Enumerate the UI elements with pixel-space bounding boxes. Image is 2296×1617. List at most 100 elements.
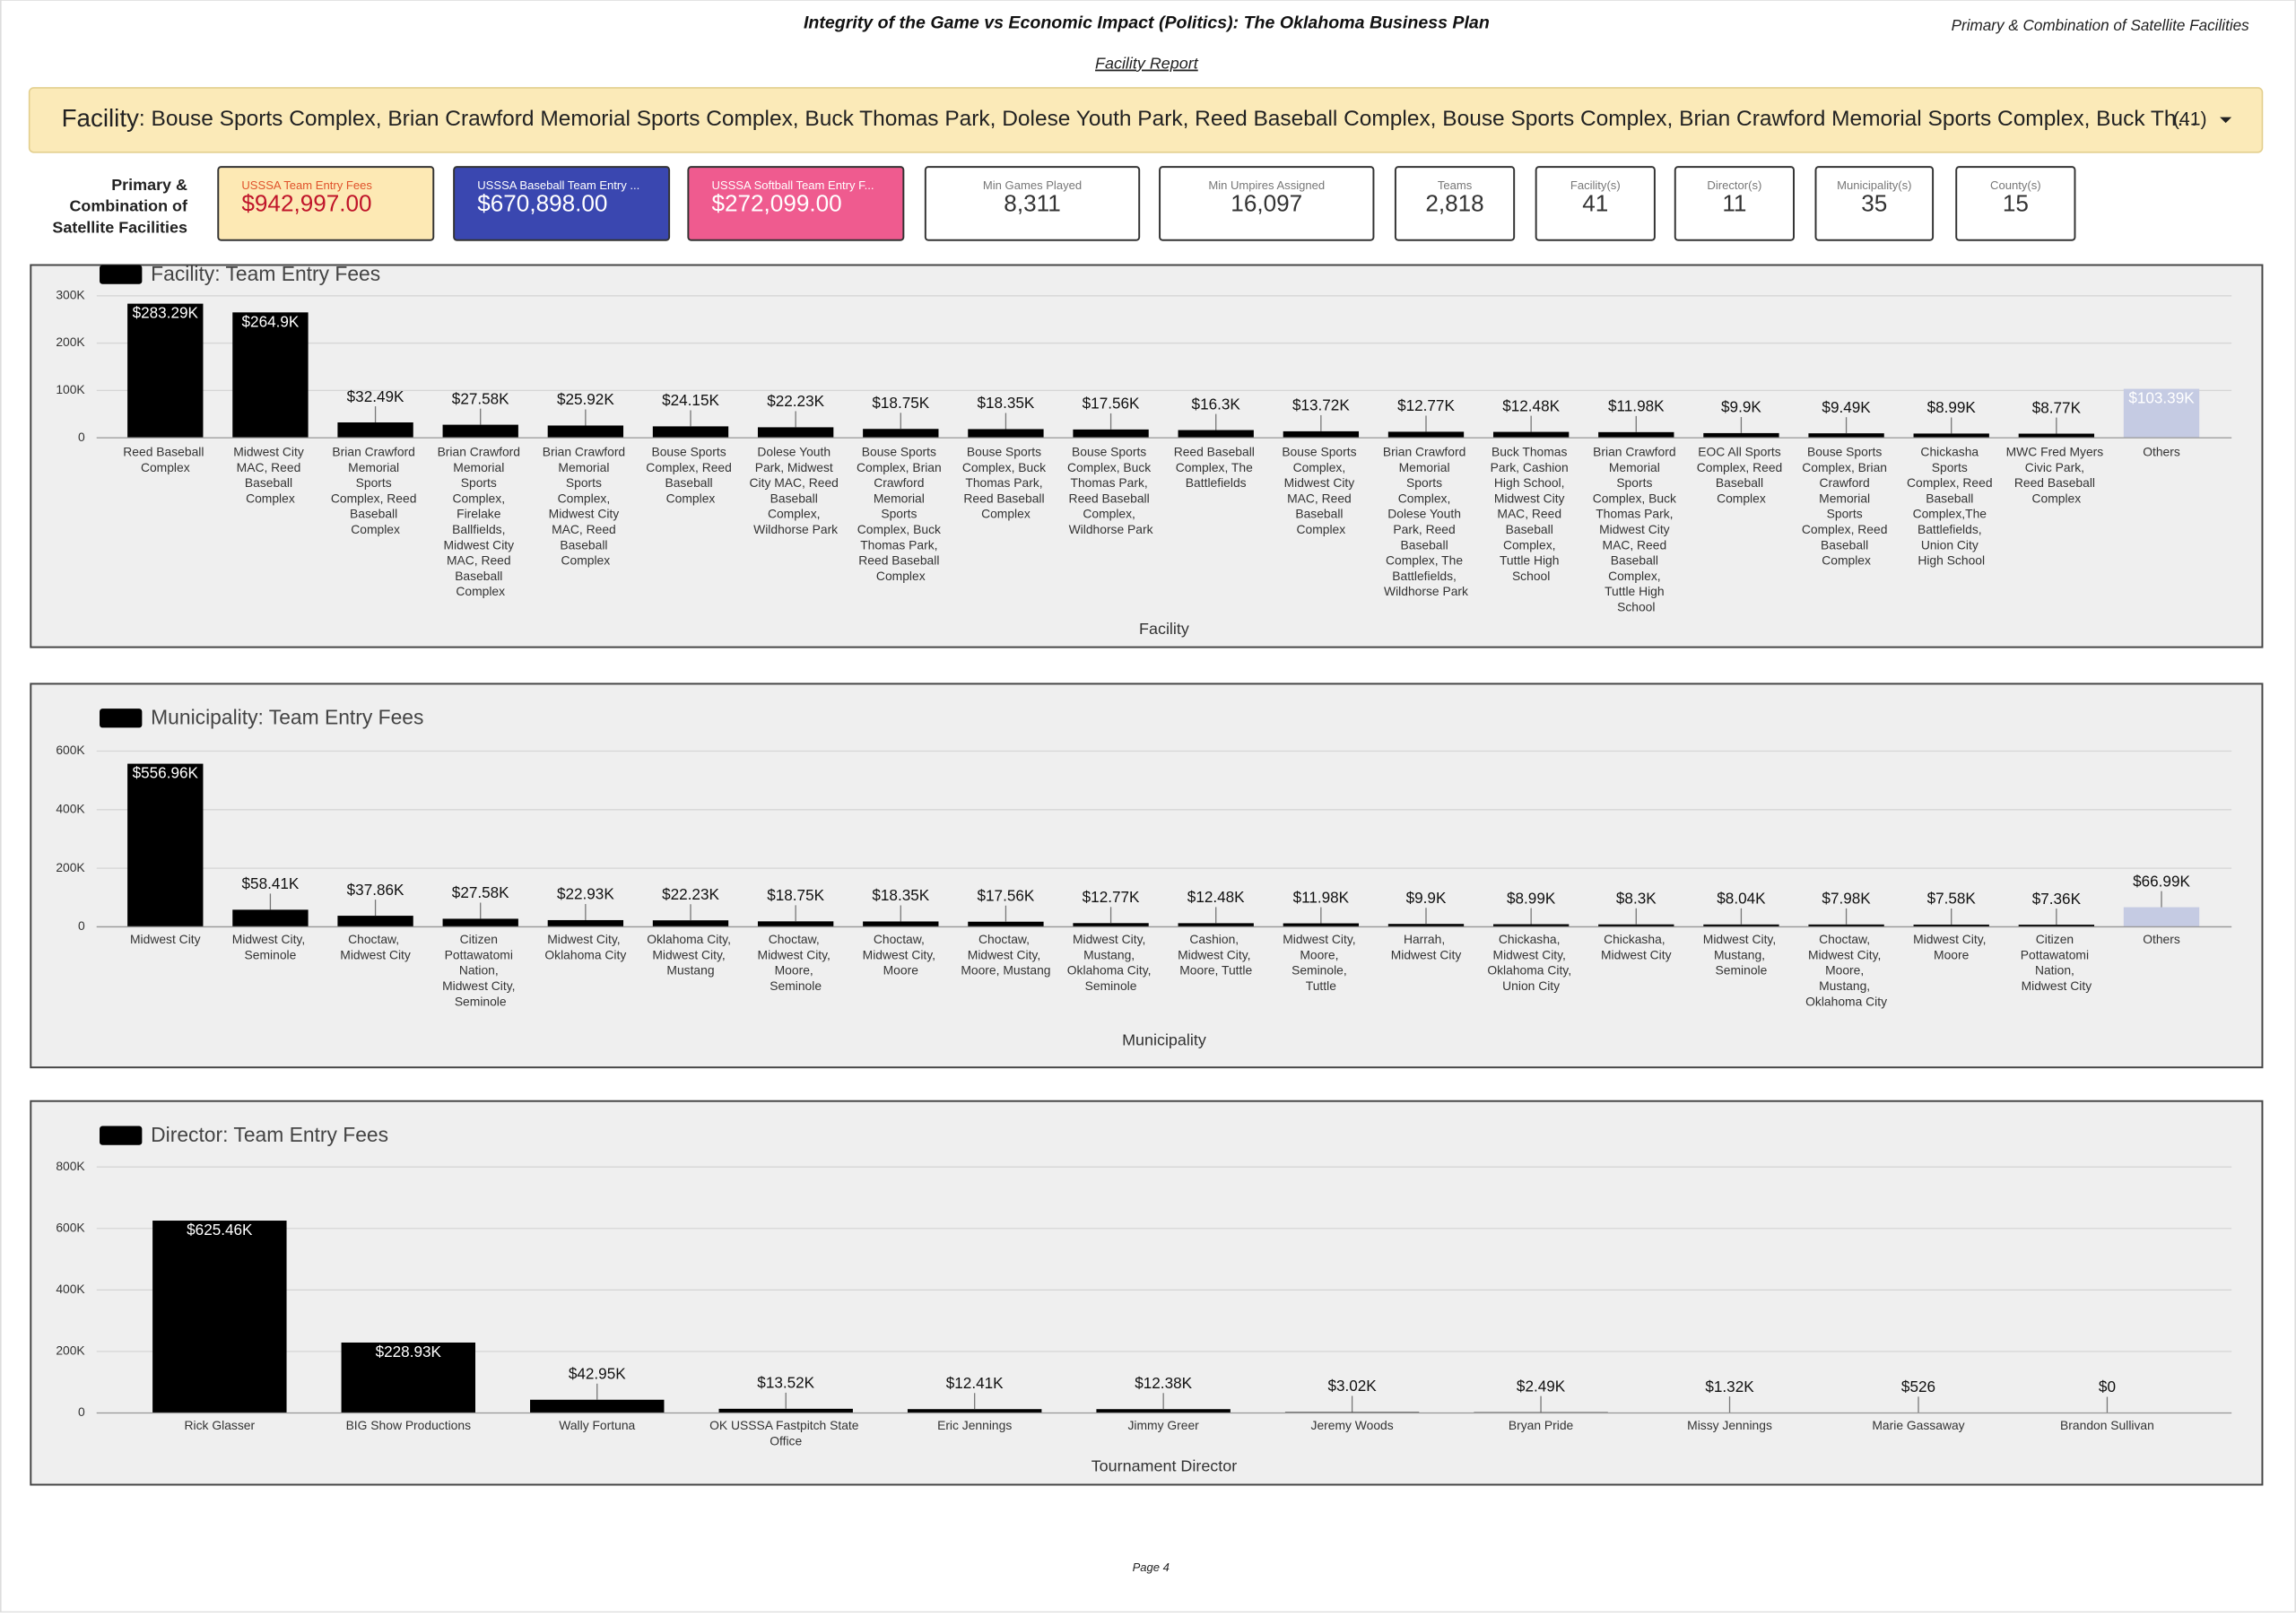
x-tick-line: Others (2143, 444, 2180, 458)
x-tick-line: Harrah, (1404, 932, 1448, 946)
value-label: $12.48K (1502, 396, 1560, 414)
legend-swatch (100, 1126, 142, 1144)
x-tick-line: Memorial (1609, 459, 1664, 474)
value-label: $27.58K (452, 883, 509, 901)
x-tick-label: Rick Glasser (185, 1418, 256, 1432)
x-tick-line: Pottawatomi (2021, 947, 2092, 961)
value-label: $9.49K (1822, 398, 1871, 416)
bar (1914, 433, 1989, 438)
x-tick-label: Marie Gassaway (1872, 1418, 1964, 1432)
x-tick-line: Moore, (1300, 947, 1342, 961)
value-label: $8.99K (1927, 398, 1977, 416)
kpi-value: 15 (2003, 189, 2029, 216)
value-label: $7.36K (2032, 890, 2082, 908)
bar (968, 922, 1043, 927)
kpi-value: 35 (1861, 189, 1887, 216)
x-tick-line: Complex,The (1913, 506, 1990, 520)
filter-text: Facility: Bouse Sports Complex, Brian Cr… (62, 104, 2198, 132)
x-tick-line: Complex (876, 569, 926, 583)
bar (653, 920, 728, 926)
x-tick-line: Midwest City (233, 444, 307, 458)
bar (443, 425, 518, 439)
x-tick-label: Jimmy Greer (1127, 1418, 1199, 1432)
x-tick-line: School (1617, 599, 1655, 613)
x-tick-line: Rick Glasser (185, 1418, 256, 1432)
x-tick-line: Crawford (874, 475, 927, 490)
x-tick-line: Brandon Sullivan (2060, 1418, 2154, 1432)
value-label: $8.77K (2032, 398, 2082, 416)
x-tick-line: Midwest City (1284, 475, 1358, 490)
value-label: $58.41K (242, 874, 300, 892)
value-label: $228.93K (376, 1343, 442, 1361)
kpi-side-label: Primary & (111, 176, 187, 194)
kpi-value: 11 (1722, 189, 1746, 216)
x-tick-line: Complex, (1503, 537, 1559, 552)
x-tick-line: Dolese Youth (1387, 506, 1465, 520)
x-tick-line: Complex (981, 506, 1031, 520)
x-tick-line: Baseball (1716, 475, 1767, 490)
value-label: $12.38K (1135, 1374, 1192, 1392)
kpi-value: $670,898.00 (477, 189, 607, 216)
x-tick-line: Midwest City (549, 506, 622, 520)
x-tick-line: Bouse Sports (1072, 444, 1150, 458)
x-tick-line: BIG Show Productions (346, 1418, 472, 1432)
value-label: $12.41K (946, 1374, 1004, 1392)
x-tick-line: Reed Baseball (2014, 475, 2099, 490)
x-axis-title: Tournament Director (1091, 1457, 1238, 1475)
x-tick-line: Complex, Reed (646, 459, 735, 474)
x-tick-line: Midwest City, (968, 947, 1044, 961)
x-tick-line: Brian Crawford (543, 444, 629, 458)
x-tick-line: Battlefields (1186, 475, 1247, 490)
x-tick-line: Office (770, 1433, 802, 1447)
x-tick-line: Midwest City, (758, 947, 834, 961)
value-label: $18.75K (767, 886, 824, 904)
x-tick-line: MAC, Reed (1497, 506, 1564, 520)
x-tick-line: Moore, (775, 962, 817, 977)
x-tick-line: Complex, (768, 506, 823, 520)
right-note: Primary & Combination of Satellite Facil… (1952, 16, 2250, 34)
x-tick-line: Jimmy Greer (1127, 1418, 1199, 1432)
bar (758, 427, 833, 438)
x-tick-line: Reed Baseball (123, 444, 207, 458)
x-tick-label: Others (2143, 932, 2180, 946)
kpi-side-label: Combination of (69, 197, 188, 215)
x-tick-line: Brian Crawford (332, 444, 418, 458)
x-tick-line: Midwest City, (1913, 932, 1989, 946)
value-label: $16.3K (1192, 395, 1241, 413)
x-tick-line: Complex, Brian (1802, 459, 1891, 474)
bar (127, 304, 203, 439)
x-tick-line: Midwest City (444, 537, 517, 552)
value-label: $625.46K (187, 1221, 253, 1239)
x-tick-line: Firelake (457, 506, 504, 520)
x-tick-line: Moore, Mustang (961, 962, 1050, 977)
x-tick-label: Missy Jennings (1687, 1418, 1772, 1432)
x-tick-line: Sports (1827, 506, 1866, 520)
x-tick-line: Oklahoma City, (647, 932, 735, 946)
x-tick-line: MAC, Reed (1603, 537, 1670, 552)
value-label: $12.77K (1397, 396, 1455, 414)
x-tick-line: Baseball (1506, 522, 1557, 536)
x-tick-line: MAC, Reed (1287, 491, 1354, 505)
bar (2019, 434, 2094, 439)
page-number: Page 4 (1133, 1560, 1170, 1574)
value-label: $8.99K (1507, 889, 1556, 907)
value-label: $3.02K (1327, 1377, 1377, 1395)
x-tick-line: Midwest City, (1073, 932, 1149, 946)
x-tick-line: Memorial (453, 459, 508, 474)
value-label: $18.35K (872, 886, 929, 904)
legend-swatch (100, 709, 142, 727)
x-tick-line: Oklahoma City, (1487, 962, 1575, 977)
x-tick-line: Thomas Park, (965, 475, 1046, 490)
x-tick-line: MAC, Reed (552, 522, 619, 536)
value-label: $12.77K (1083, 888, 1140, 906)
x-tick-line: Buck Thomas (1492, 444, 1570, 458)
value-label: $22.23K (767, 392, 824, 410)
x-tick-line: OK USSSA Fastpitch State (709, 1418, 862, 1432)
bar (1703, 433, 1779, 438)
x-tick-line: Bouse Sports (862, 444, 940, 458)
x-tick-line: Complex (666, 491, 716, 505)
bar (1073, 430, 1148, 438)
x-tick-line: Sports (461, 475, 500, 490)
value-label: $103.39K (2128, 389, 2195, 407)
bar (152, 1221, 286, 1413)
